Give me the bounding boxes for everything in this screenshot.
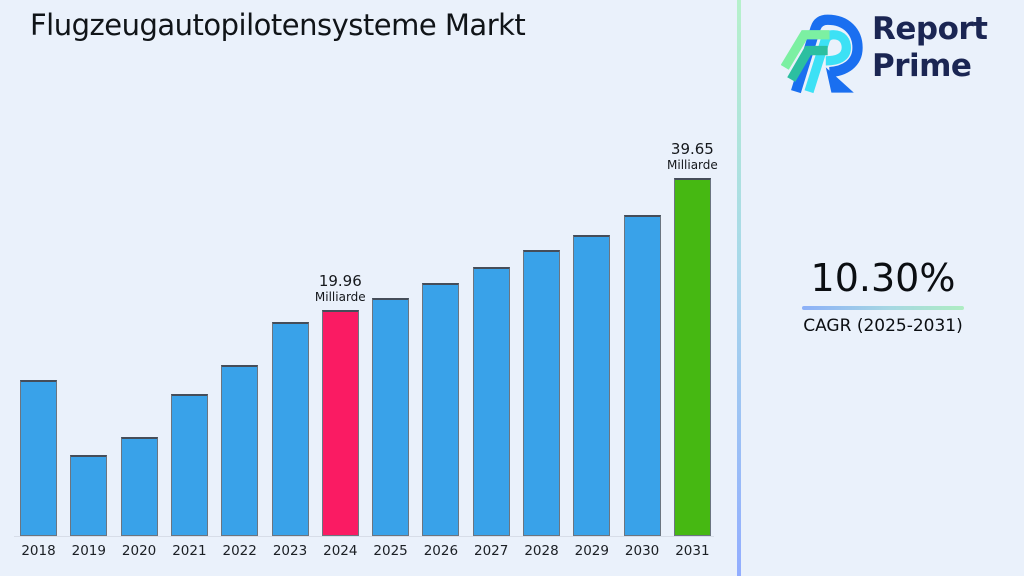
bar-2026 [422, 283, 460, 536]
bar-2024 [321, 310, 359, 536]
cagr-underline [802, 306, 964, 310]
annotation-unit: Milliarde [314, 290, 366, 304]
annotation-value: 39.65 [670, 140, 714, 158]
vertical-divider [737, 0, 741, 576]
cagr-value: 10.30% [810, 256, 956, 300]
x-tick-2028: 2028 [524, 543, 559, 559]
cagr-block: 10.30% CAGR (2025-2031) [762, 255, 1004, 336]
x-tick-2024: 2024 [323, 543, 358, 559]
x-tick-2018: 2018 [21, 543, 56, 559]
bar-value-label-2031: 39.65 Milliarde [647, 140, 737, 173]
bar-2020 [120, 437, 158, 536]
bar-chart: 2018 2019 2020 2021 2022 2023 2024 2025 2026 2027… [14, 140, 737, 559]
bar-2019 [70, 455, 108, 536]
bar-2029 [573, 235, 611, 536]
bar-2022 [221, 365, 259, 536]
cagr-label: CAGR (2025-2031) [803, 316, 963, 336]
report-prime-logo-icon [781, 14, 863, 94]
bar-2018 [20, 380, 57, 536]
x-tick-2031: 2031 [675, 543, 710, 559]
chart-title: Flugzeugautopilotensysteme Markt [30, 8, 526, 42]
x-tick-2026: 2026 [423, 543, 459, 559]
bar-2025 [372, 298, 410, 536]
x-tick-2029: 2029 [574, 543, 609, 559]
bar-2021 [170, 394, 208, 536]
x-tick-2025: 2025 [373, 543, 408, 559]
annotation-value: 19.96 [318, 272, 362, 290]
x-tick-2020: 2020 [121, 543, 157, 559]
x-tick-2023: 2023 [272, 543, 308, 559]
x-tick-2027: 2027 [474, 543, 509, 559]
report-prime-logo-text: Report Prime [872, 11, 988, 85]
bar-2031 [673, 178, 711, 536]
x-axis-line [14, 536, 714, 537]
logo-text-line1: Report [872, 11, 988, 47]
bar-2028 [523, 250, 560, 536]
x-tick-2022: 2022 [222, 543, 257, 559]
bar-2030 [623, 215, 661, 536]
annotation-unit: Milliarde [667, 158, 718, 172]
x-tick-2019: 2019 [71, 543, 106, 559]
x-tick-2030: 2030 [624, 543, 660, 559]
logo-text-line2: Prime [872, 48, 972, 84]
bar-value-label-2024: 19.96 Milliarde [295, 272, 385, 305]
bar-2023 [271, 322, 309, 536]
bar-2027 [472, 267, 510, 536]
x-tick-2021: 2021 [172, 543, 207, 559]
